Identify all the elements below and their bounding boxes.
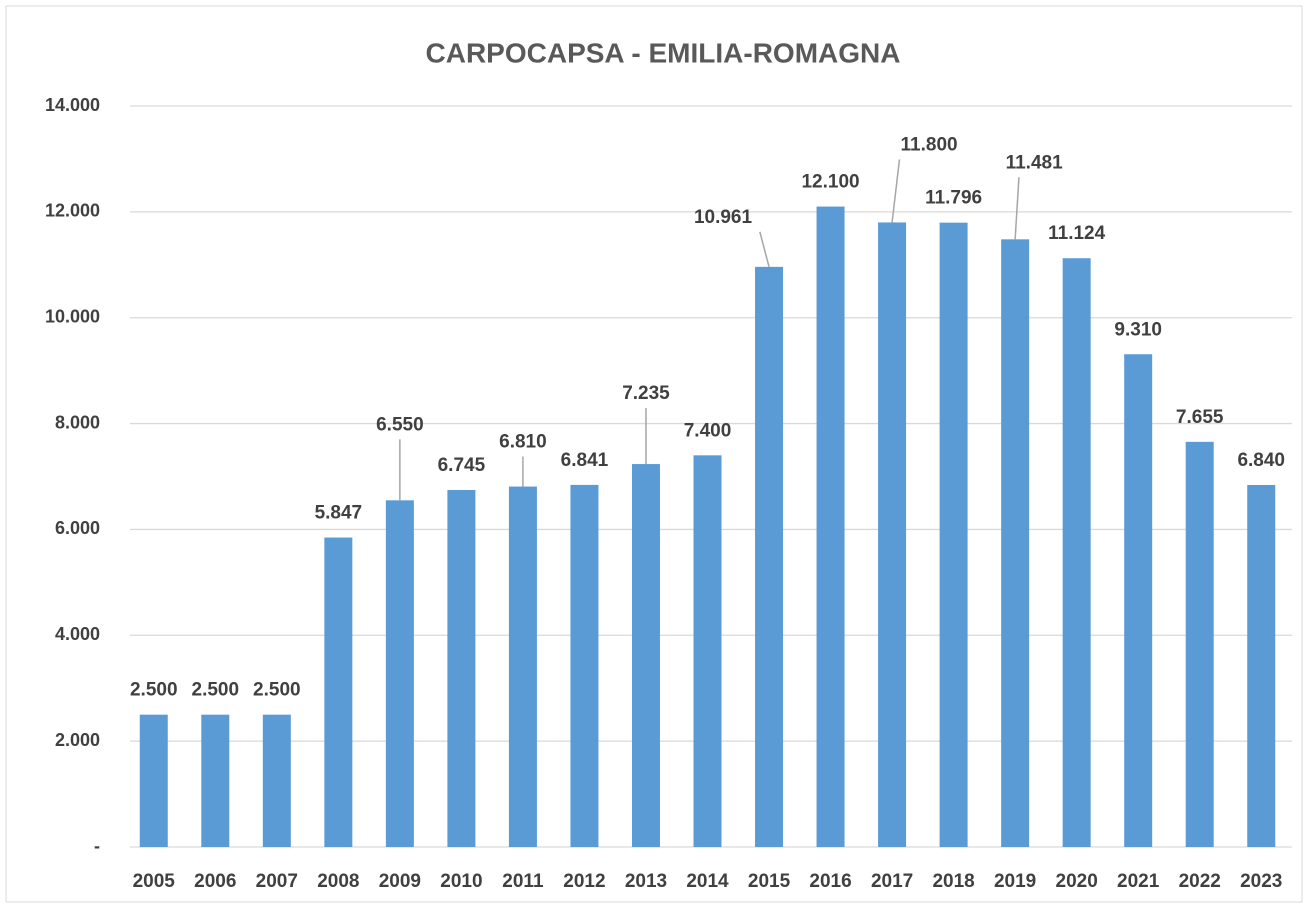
y-tick-label: -	[94, 836, 100, 856]
x-tick-label: 2008	[317, 871, 359, 892]
bar	[1001, 239, 1030, 847]
data-label: 6.810	[499, 432, 547, 453]
bar	[939, 222, 968, 848]
data-label: 11.800	[901, 134, 958, 155]
data-label: 6.841	[561, 450, 609, 471]
data-label: 6.550	[376, 414, 424, 435]
bar	[878, 222, 907, 847]
x-tick-label: 2005	[133, 871, 176, 892]
bar	[1185, 441, 1214, 847]
bar	[693, 455, 722, 847]
data-label: 12.100	[801, 172, 859, 193]
x-tick-label: 2023	[1240, 871, 1282, 892]
leader-line	[759, 231, 770, 268]
x-tick-label: 2010	[440, 871, 482, 892]
bar	[631, 464, 660, 847]
bar	[1124, 354, 1153, 847]
data-label: 5.847	[315, 503, 363, 524]
bar	[201, 714, 230, 847]
bar	[447, 489, 476, 847]
bar	[1062, 258, 1091, 848]
y-tick-label: 6.000	[55, 518, 100, 538]
data-label: 7.655	[1176, 407, 1224, 428]
data-label: 6.840	[1237, 450, 1285, 471]
bar	[324, 537, 353, 847]
x-tick-label: 2007	[256, 871, 298, 892]
y-tick-label: 14.000	[45, 95, 100, 115]
x-tick-label: 2022	[1179, 871, 1221, 892]
bar	[755, 266, 784, 847]
data-label: 7.400	[684, 420, 732, 441]
x-tick-label: 2015	[748, 871, 791, 892]
data-label: 2.500	[253, 680, 301, 701]
x-tick-label: 2021	[1117, 871, 1160, 892]
x-tick-label: 2006	[194, 871, 236, 892]
data-label: 2.500	[130, 680, 178, 701]
bar	[139, 714, 168, 847]
data-label: 6.745	[438, 455, 486, 476]
y-tick-label: 8.000	[55, 412, 100, 432]
x-tick-label: 2017	[871, 871, 913, 892]
x-tick-label: 2016	[809, 871, 851, 892]
leader-line	[891, 159, 901, 223]
bar	[508, 486, 537, 847]
x-tick-label: 2020	[1056, 871, 1098, 892]
bar	[570, 484, 599, 847]
y-tick-label: 12.000	[45, 201, 100, 221]
data-label: 10.961	[694, 207, 753, 228]
bar	[262, 714, 291, 847]
x-tick-label: 2012	[563, 871, 605, 892]
y-tick-label: 10.000	[45, 306, 100, 326]
data-label: 7.235	[622, 383, 670, 404]
bar	[816, 206, 845, 848]
x-tick-label: 2014	[686, 871, 729, 892]
x-tick-label: 2019	[994, 871, 1036, 892]
x-tick-label: 2018	[932, 871, 974, 892]
y-tick-label: 4.000	[55, 624, 100, 644]
data-label: 11.124	[1048, 223, 1105, 244]
data-label: 11.796	[925, 188, 982, 209]
data-label: 9.310	[1114, 319, 1162, 340]
bar	[1247, 484, 1276, 847]
y-tick-label: 2.000	[55, 730, 100, 750]
data-label: 11.481	[1006, 152, 1063, 173]
x-tick-label: 2011	[502, 871, 544, 892]
data-label: 2.500	[192, 680, 240, 701]
leader-line	[1014, 177, 1020, 240]
x-tick-label: 2009	[379, 871, 421, 892]
bar	[385, 500, 414, 847]
x-tick-label: 2013	[625, 871, 667, 892]
chart-title: CARPOCAPSA - EMILIA-ROMAGNA	[426, 37, 901, 68]
